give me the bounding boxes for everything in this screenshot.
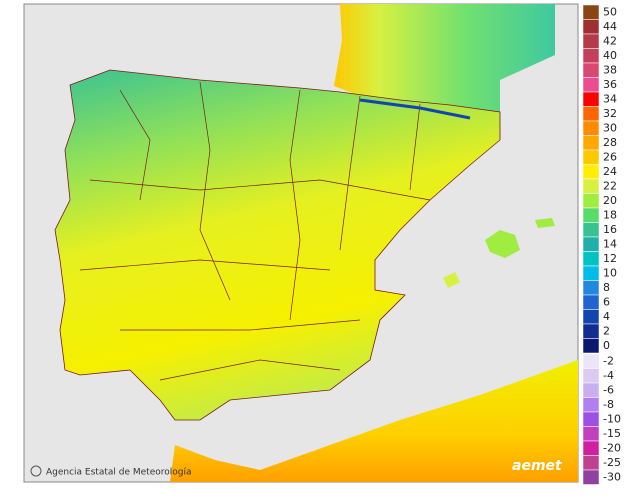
legend-label: 36 (603, 78, 617, 91)
africa (170, 360, 578, 482)
legend-label: 0 (603, 339, 610, 352)
legend-label: 30 (603, 121, 617, 134)
iberia (54, 69, 501, 421)
legend-label: 32 (603, 107, 617, 120)
legend-label: 8 (603, 281, 610, 294)
legend-swatch (582, 236, 600, 252)
legend-swatch (582, 135, 600, 151)
legend-label: 20 (603, 194, 617, 207)
legend-label: 34 (603, 92, 617, 105)
legend-label: 12 (603, 252, 617, 265)
legend-label: -30 (603, 470, 621, 483)
legend-label: 38 (603, 63, 617, 76)
legend-swatch (582, 207, 600, 223)
legend-swatch (582, 426, 600, 442)
legend-swatch (582, 309, 600, 325)
legend-swatch (582, 440, 600, 456)
legend-swatch (582, 368, 600, 384)
france (334, 4, 555, 112)
legend-swatch (582, 411, 600, 427)
legend-swatch (582, 280, 600, 296)
legend-swatch (582, 48, 600, 64)
legend-label: 16 (603, 223, 617, 236)
legend-label: -15 (603, 427, 621, 440)
legend-swatch (582, 106, 600, 122)
legend-label: -4 (603, 369, 614, 382)
legend-swatch (582, 222, 600, 238)
legend-swatch (582, 353, 600, 369)
legend-label: 22 (603, 179, 617, 192)
copyright-icon (30, 465, 42, 477)
legend-swatch (582, 294, 600, 310)
legend-swatch (582, 149, 600, 165)
legend-label: -25 (603, 456, 621, 469)
legend-label: 42 (603, 34, 617, 47)
legend-swatch (582, 265, 600, 281)
legend-swatch (582, 4, 600, 20)
province-borders (79, 81, 431, 381)
legend-swatch (582, 338, 600, 354)
legend-label: 2 (603, 324, 610, 337)
legend-swatch (582, 33, 600, 49)
legend-label: 50 (603, 5, 617, 18)
legend-label: 4 (603, 310, 610, 323)
legend-swatch (582, 455, 600, 471)
legend-swatch (582, 382, 600, 398)
legend-swatch (582, 77, 600, 93)
legend-label: 40 (603, 49, 617, 62)
legend-swatch (582, 19, 600, 35)
legend-swatch (582, 62, 600, 78)
legend-swatch (582, 469, 600, 485)
logo: aemet (512, 458, 563, 474)
legend-swatch (582, 91, 600, 107)
legend-label: -2 (603, 354, 614, 367)
legend-label: 26 (603, 150, 617, 163)
legend-swatch (582, 164, 600, 180)
mallorca (485, 230, 520, 258)
credit: Agencia Estatal de Meteorología (46, 468, 192, 478)
legend-swatch (582, 251, 600, 267)
legend-label: -8 (603, 398, 614, 411)
legend-label: 14 (603, 237, 617, 250)
pyrenees (359, 98, 471, 120)
legend-swatch (582, 323, 600, 339)
legend-label: 6 (603, 295, 610, 308)
legend-label: 24 (603, 165, 617, 178)
ibiza (443, 272, 460, 288)
legend: 5044424038363432302826242220181614121086… (582, 4, 621, 485)
legend-label: -10 (603, 412, 621, 425)
legend-swatch (582, 120, 600, 136)
legend-swatch (582, 193, 600, 209)
legend-label: -20 (603, 441, 621, 454)
legend-label: 28 (603, 136, 617, 149)
menorca (535, 218, 555, 228)
legend-swatch (582, 178, 600, 194)
legend-label: 10 (603, 266, 617, 279)
legend-label: 44 (603, 20, 617, 33)
legend-label: -6 (603, 383, 614, 396)
legend-swatch (582, 397, 600, 413)
legend-label: 18 (603, 208, 617, 221)
